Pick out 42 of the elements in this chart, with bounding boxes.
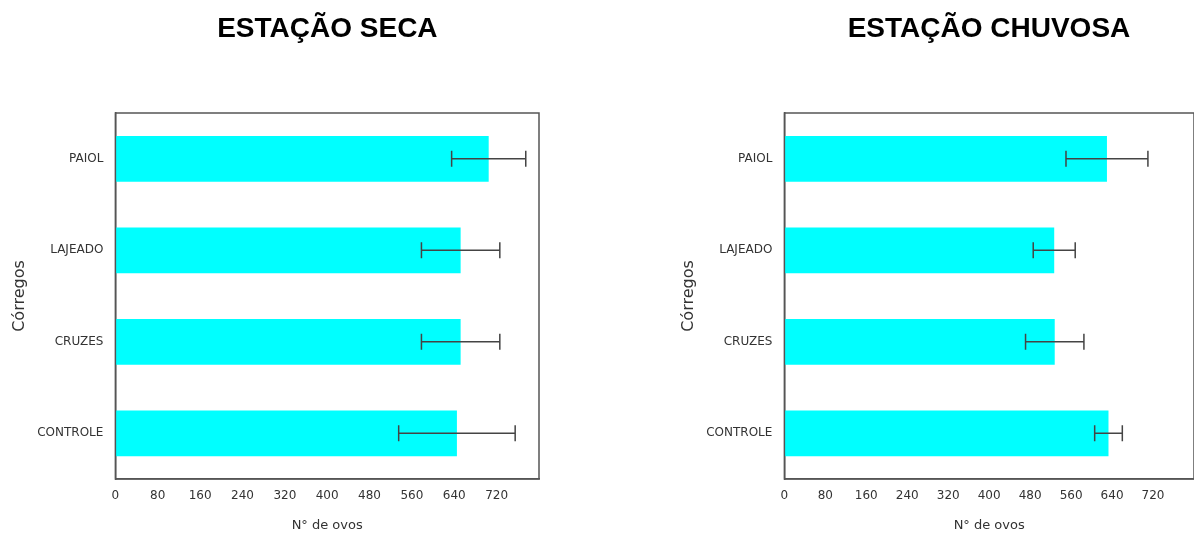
y-tick-label: LAJEADO: [50, 242, 104, 257]
x-tick-label: 720: [1141, 488, 1165, 503]
x-tick-label: 80: [150, 488, 166, 503]
x-tick-label: 0: [780, 488, 789, 503]
x-tick-label: 400: [315, 488, 339, 503]
y-tick-label: CONTROLE: [706, 425, 773, 440]
bar: [784, 410, 1109, 457]
bar: [784, 135, 1107, 182]
chart-title: ESTAÇÃO CHUVOSA: [847, 12, 1131, 44]
y-axis-title: Córregos: [677, 260, 697, 332]
x-tick-label: 720: [485, 488, 509, 503]
y-tick-label: CONTROLE: [37, 425, 104, 440]
y-tick-label: CRUZES: [723, 333, 773, 348]
x-tick-label: 400: [977, 488, 1001, 503]
x-tick-label: 480: [358, 488, 382, 503]
x-tick-label: 320: [936, 488, 960, 503]
y-tick-label: LAJEADO: [719, 242, 773, 257]
bar: [784, 318, 1055, 365]
x-tick-label: 80: [817, 488, 833, 503]
x-axis-title: N° de ovos: [291, 516, 363, 532]
y-tick-label: CRUZES: [54, 333, 104, 348]
x-tick-label: 640: [1100, 488, 1124, 503]
bar: [115, 135, 489, 182]
y-tick-label: PAIOL: [69, 150, 104, 165]
x-tick-label: 160: [188, 488, 212, 503]
bar: [115, 318, 461, 365]
x-tick-label: 480: [1018, 488, 1042, 503]
bar: [115, 227, 461, 274]
x-axis-title: N° de ovos: [953, 516, 1025, 532]
bar: [784, 227, 1055, 274]
x-tick-label: 240: [231, 488, 254, 503]
x-tick-label: 0: [111, 488, 120, 503]
x-tick-label: 560: [400, 488, 424, 503]
y-axis-title: Córregos: [8, 260, 28, 332]
x-tick-label: 320: [273, 488, 297, 503]
x-tick-label: 240: [895, 488, 919, 503]
bar: [115, 410, 457, 457]
chart-title: ESTAÇÃO SECA: [217, 12, 438, 44]
x-tick-label: 560: [1059, 488, 1083, 503]
x-tick-label: 160: [854, 488, 878, 503]
x-tick-label: 640: [442, 488, 466, 503]
y-tick-label: PAIOL: [738, 150, 773, 165]
